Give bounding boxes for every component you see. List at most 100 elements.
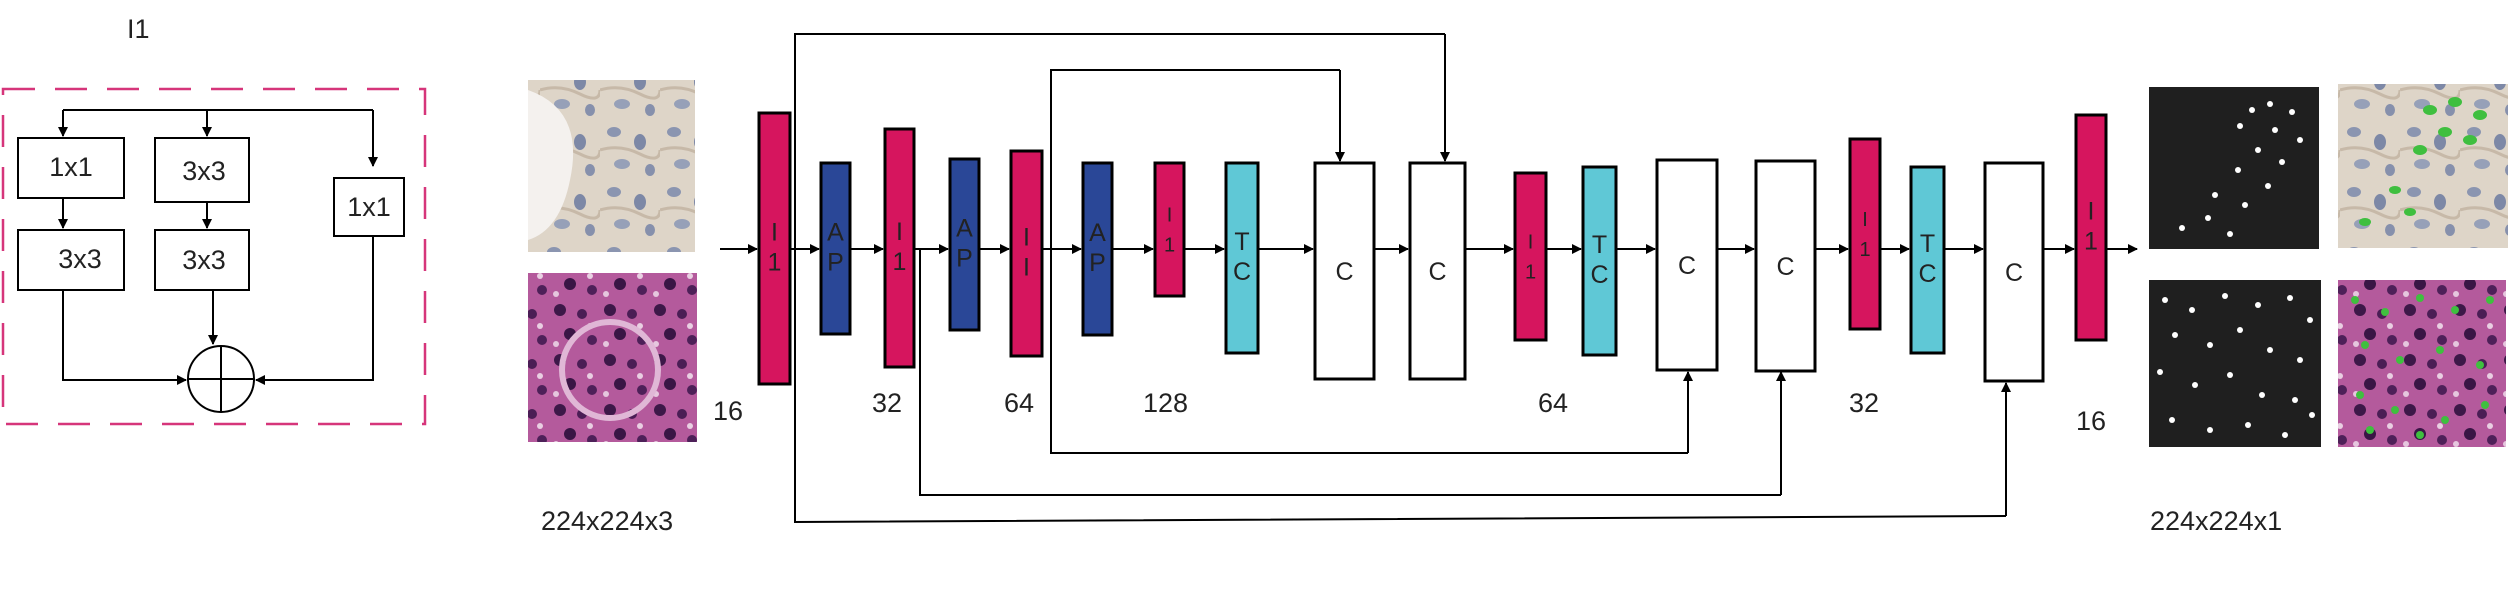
block-label-1: A — [1089, 219, 1106, 247]
input-images: 224x224x3 — [528, 80, 697, 536]
skip-bottom-2-a — [919, 249, 1781, 496]
block-rect — [757, 111, 792, 386]
inset-b3-label: 1x1 — [347, 192, 391, 222]
input-image-ihc-lumen — [528, 90, 574, 240]
filter-count-labels: 16 32 64 128 64 32 16 — [713, 388, 2106, 436]
block-label-1: I — [1862, 209, 1868, 231]
inset-b1-bottom-label: 3x3 — [58, 244, 102, 274]
inset-dashed-border — [1, 87, 427, 426]
block-concat-10: C — [1408, 161, 1467, 381]
skip-connections — [720, 33, 2138, 524]
block-label-1: I — [1167, 205, 1173, 227]
block-label-1: T — [1234, 228, 1249, 256]
block-concat-9: C — [1313, 161, 1376, 381]
block-label-2: 1 — [768, 249, 782, 277]
output-images: 224x224x1 — [2149, 84, 2508, 536]
block-inception-3: I1 — [883, 127, 916, 369]
block-label-1: A — [956, 215, 973, 243]
block-label-2: P — [827, 249, 844, 277]
block-label-2: 1 — [2084, 228, 2098, 256]
skip-bottom-3-a — [794, 249, 2007, 524]
inset-b1-top-label: 1x1 — [49, 152, 93, 182]
filter-count-2: 32 — [872, 388, 902, 418]
filter-count-7: 16 — [2076, 406, 2106, 436]
inset-title: I1 — [127, 14, 150, 44]
block-label-2: C — [1918, 260, 1936, 288]
input-image-he — [528, 273, 697, 442]
block-label-1: T — [1592, 231, 1607, 259]
block-label: C — [1335, 258, 1353, 286]
inset-merge-arrow-1 — [62, 290, 187, 385]
input-image-he-ring — [559, 319, 661, 421]
block-rect — [1581, 165, 1618, 357]
block-rect — [1224, 161, 1260, 355]
inset-sum-plus — [188, 346, 254, 412]
block-label-2: P — [956, 245, 973, 273]
block-label-1: I — [771, 219, 778, 247]
block-concat-14: C — [1754, 159, 1817, 373]
block-label-2: 1 — [1859, 239, 1870, 261]
filter-count-4: 128 — [1143, 388, 1188, 418]
block-label: C — [2005, 259, 2023, 287]
block-label-2: C — [1233, 258, 1251, 286]
block-label-1: A — [827, 219, 844, 247]
block-transconv-16: TC — [1909, 165, 1946, 355]
block-rect — [948, 157, 981, 332]
output-overlay-1-dots — [2359, 97, 2487, 226]
output-mask-2 — [2149, 280, 2321, 447]
filter-count-5: 64 — [1538, 388, 1568, 418]
block-rect — [1513, 171, 1548, 342]
block-label-1: T — [1920, 230, 1935, 258]
block-concat-17: C — [1983, 161, 2045, 383]
filter-count-6: 32 — [1849, 388, 1879, 418]
block-label: C — [1428, 258, 1446, 286]
block-rect — [819, 161, 852, 336]
block-rect — [1081, 161, 1114, 337]
block-rect — [1983, 161, 2045, 383]
block-inception-18: I1 — [2074, 113, 2108, 342]
inset-b2-conv3x3-a — [154, 137, 250, 203]
skip-bottom-1-a — [1050, 249, 1688, 454]
block-label-2: P — [1089, 249, 1106, 277]
output-overlay-2-dots — [2351, 294, 2494, 439]
block-label-2: 1 — [1164, 235, 1175, 257]
block-inception-15: I1 — [1848, 137, 1882, 331]
inset-b3-conv1x1 — [333, 177, 405, 237]
block-rect — [1313, 161, 1376, 381]
inset-b1-conv1x1 — [17, 137, 125, 199]
block-inception-11: I1 — [1513, 171, 1548, 342]
block-rect — [2074, 113, 2108, 342]
block-rect — [1848, 137, 1882, 331]
block-inception-5: II — [1009, 149, 1044, 358]
block-label-1: I — [1023, 224, 1030, 252]
block-label-1: I — [1528, 232, 1534, 254]
block-avgpool-6: AP — [1081, 161, 1114, 337]
block-rect — [1408, 161, 1467, 381]
inset-b2-top-label: 3x3 — [182, 156, 226, 186]
block-avgpool-4: AP — [948, 157, 981, 332]
block-concat-13: C — [1655, 158, 1719, 372]
inset-b2-conv3x3-b — [154, 229, 250, 291]
inception-module-inset: I1 1x1 3x3 3x3 3x3 1x1 — [1, 14, 427, 426]
inset-b2-bottom-label: 3x3 — [182, 245, 226, 275]
block-rect — [1655, 158, 1719, 372]
block-rect — [1909, 165, 1946, 355]
block-label-2: 1 — [1525, 262, 1536, 284]
block-rect — [1009, 149, 1044, 358]
inset-merge-arrow-3 — [255, 236, 374, 385]
filter-count-1: 16 — [713, 396, 743, 426]
inset-b1-conv3x3 — [17, 229, 125, 291]
skip-inner-top-a — [1050, 69, 1340, 249]
block-label: C — [1776, 253, 1794, 281]
block-label-1: I — [896, 218, 903, 246]
skip-outer-top-a — [794, 33, 1445, 249]
filter-count-3: 64 — [1004, 388, 1034, 418]
block-transconv-12: TC — [1581, 165, 1618, 357]
block-transconv-8: TC — [1224, 161, 1260, 355]
block-label-2: 1 — [893, 248, 907, 276]
block-avgpool-2: AP — [819, 161, 852, 336]
block-label-2: I — [1023, 254, 1030, 282]
block-rect — [883, 127, 916, 369]
